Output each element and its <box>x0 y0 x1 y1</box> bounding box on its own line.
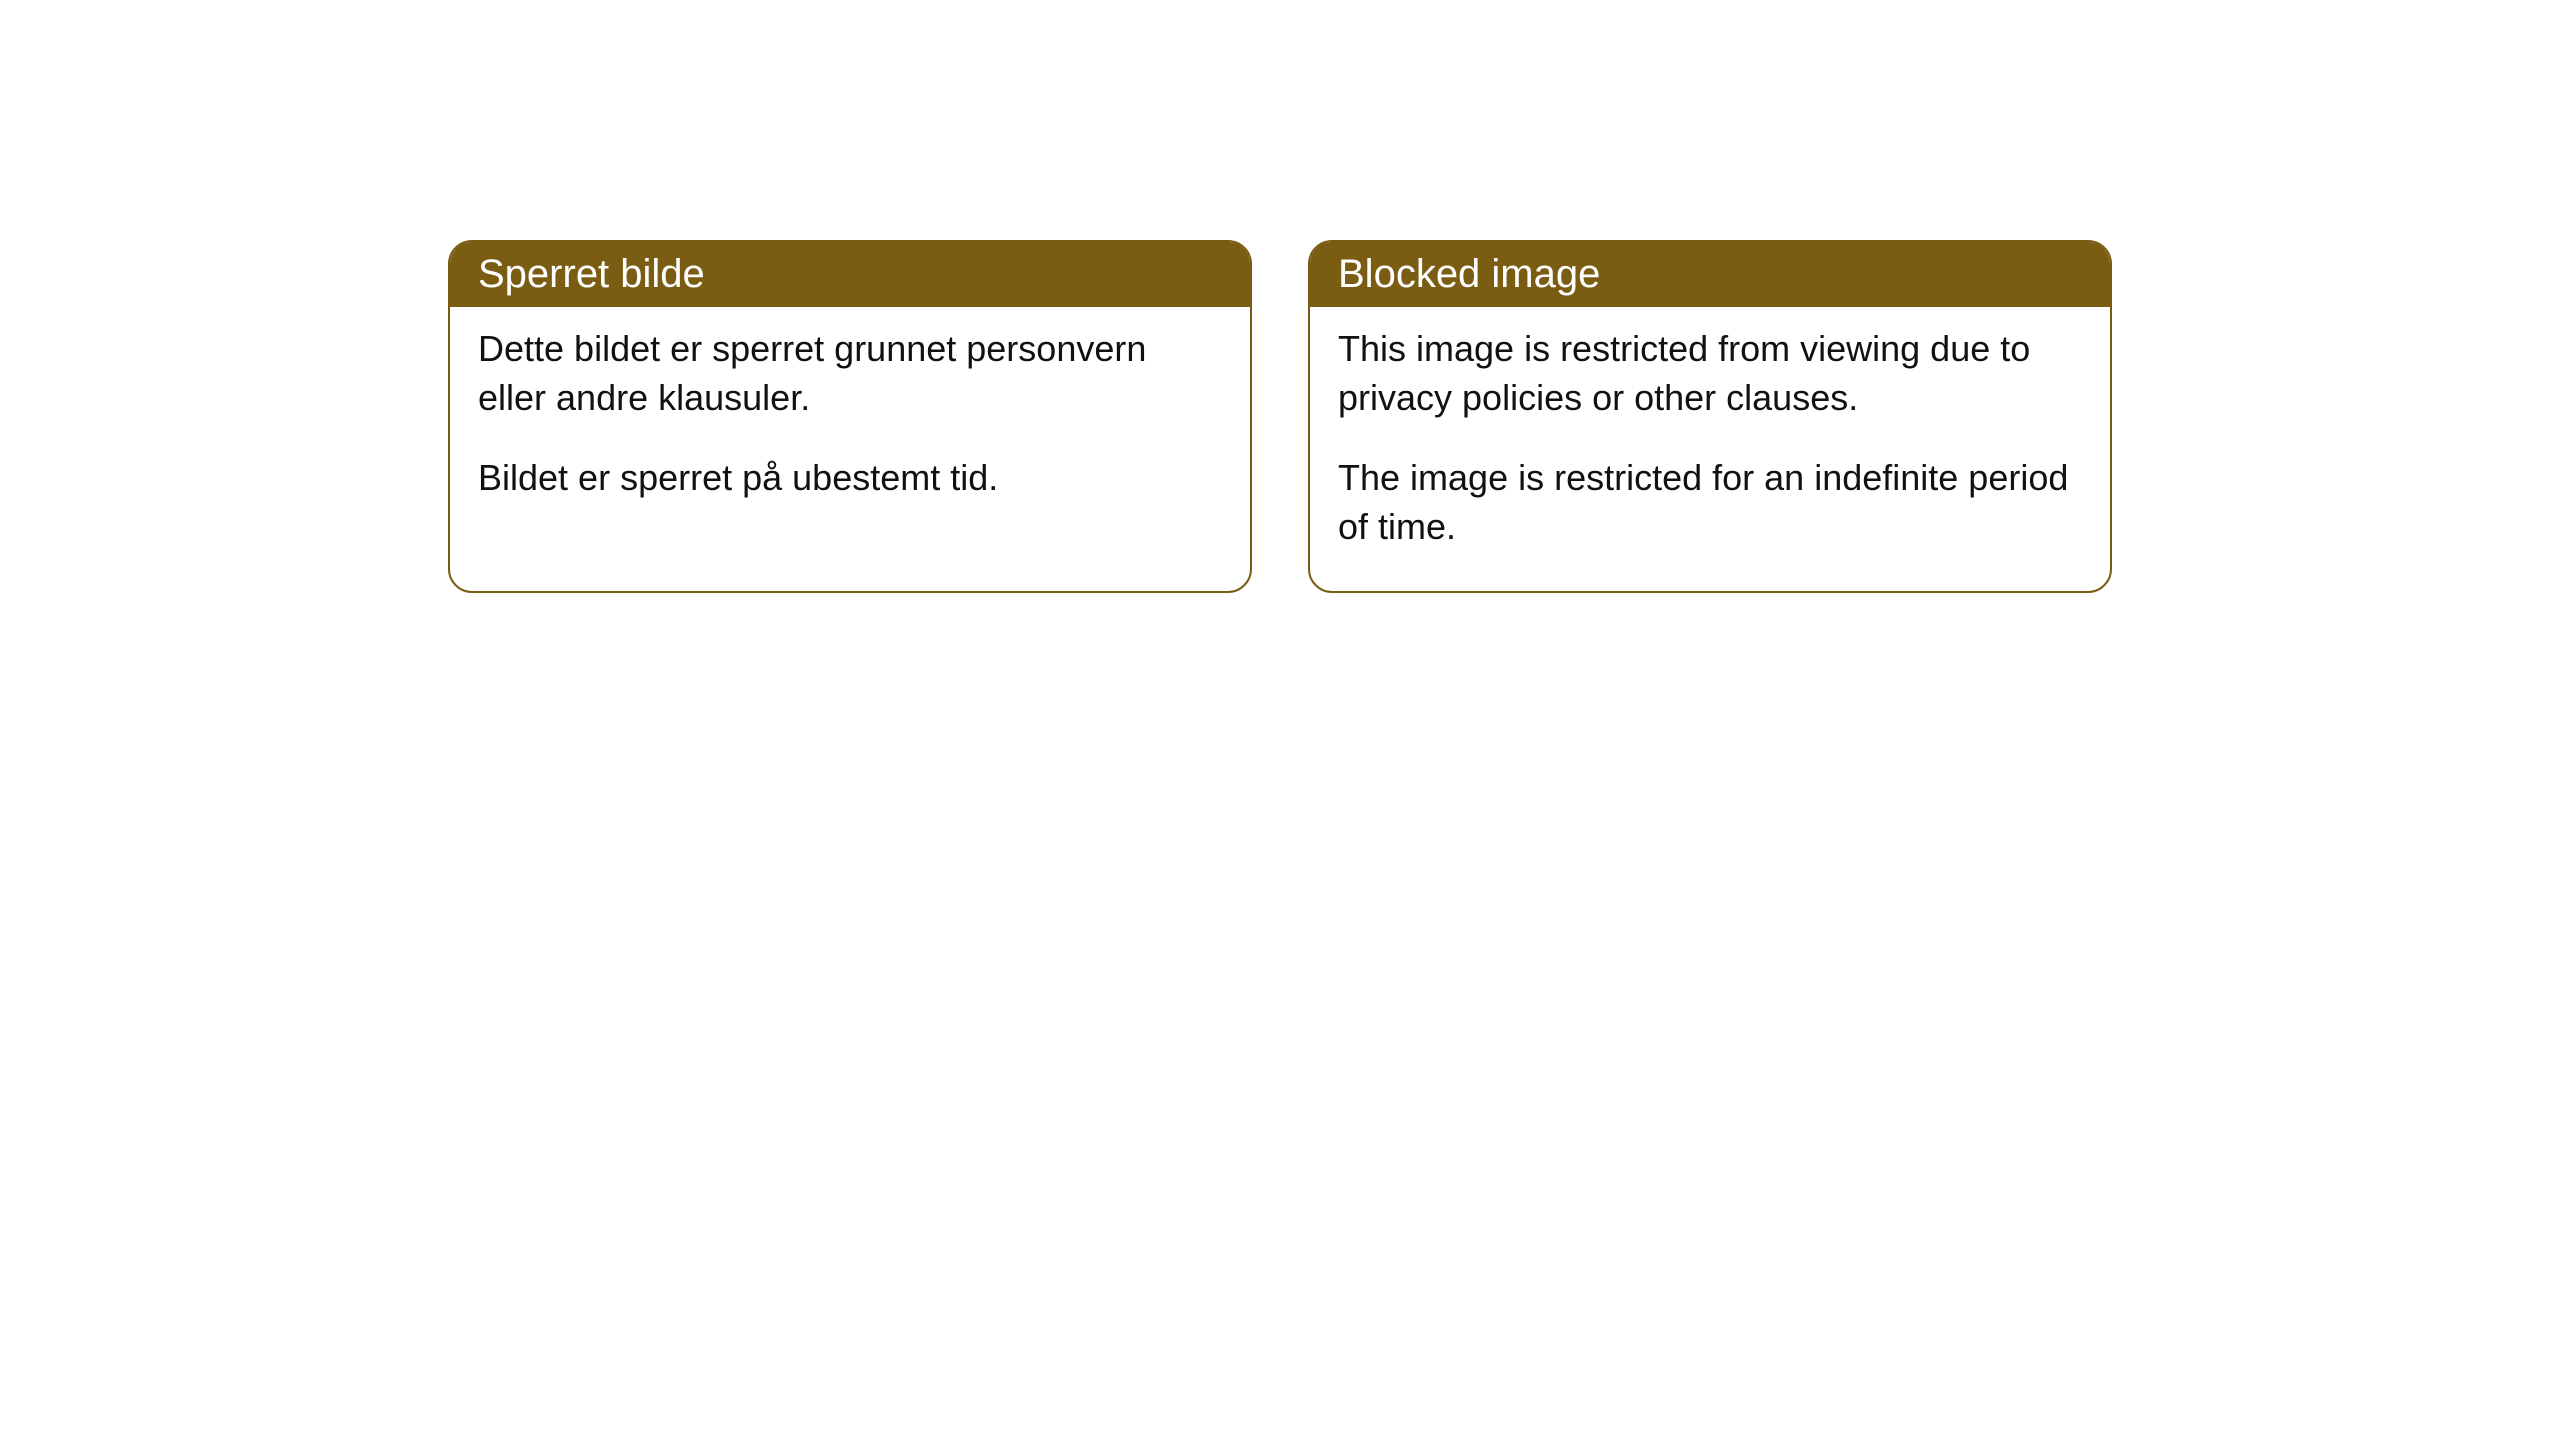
card-paragraph-1: This image is restricted from viewing du… <box>1338 325 2082 422</box>
card-paragraph-2: Bildet er sperret på ubestemt tid. <box>478 454 1222 503</box>
notice-cards-container: Sperret bilde Dette bildet er sperret gr… <box>0 0 2560 593</box>
blocked-image-card-english: Blocked image This image is restricted f… <box>1308 240 2112 593</box>
card-paragraph-2: The image is restricted for an indefinit… <box>1338 454 2082 551</box>
card-header-english: Blocked image <box>1310 242 2110 307</box>
card-paragraph-1: Dette bildet er sperret grunnet personve… <box>478 325 1222 422</box>
card-header-norwegian: Sperret bilde <box>450 242 1250 307</box>
card-body-english: This image is restricted from viewing du… <box>1310 307 2110 591</box>
card-body-norwegian: Dette bildet er sperret grunnet personve… <box>450 307 1250 543</box>
blocked-image-card-norwegian: Sperret bilde Dette bildet er sperret gr… <box>448 240 1252 593</box>
